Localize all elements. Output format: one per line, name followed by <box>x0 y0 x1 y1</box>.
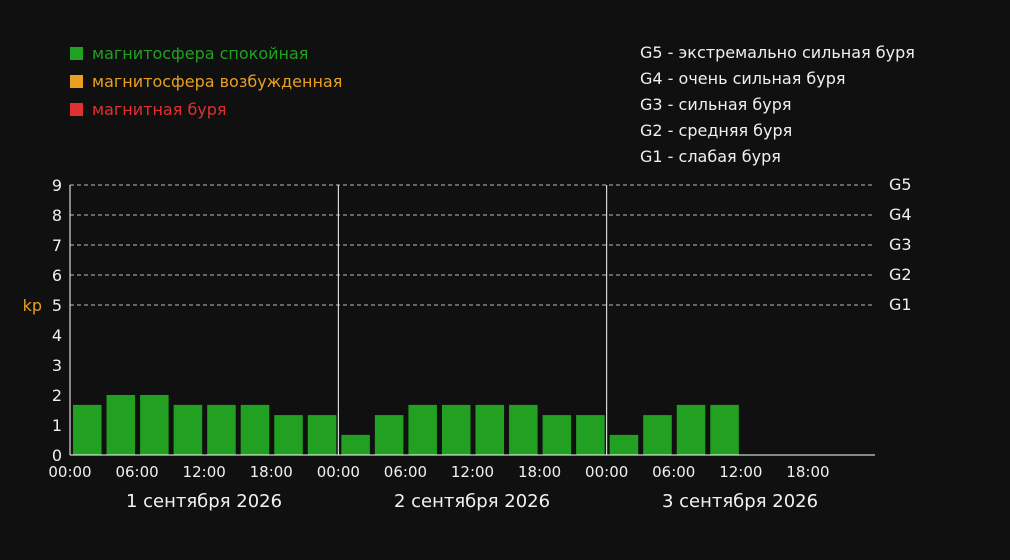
legend-label-excited: магнитосфера возбужденная <box>92 72 343 91</box>
x-tick-label: 12:00 <box>183 463 226 481</box>
kp-bar <box>509 404 538 455</box>
right-tick-g4: G4 <box>889 205 912 224</box>
legend-label-quiet: магнитосфера спокойная <box>92 44 309 63</box>
x-tick-label: 00:00 <box>317 463 360 481</box>
kp-bar <box>207 404 236 455</box>
x-tick-label: 06:00 <box>652 463 695 481</box>
legend-swatch-storm <box>70 103 83 116</box>
storm-level-g4: G4 - очень сильная буря <box>640 69 846 88</box>
kp-bar <box>676 404 706 455</box>
legend-swatch-quiet <box>70 47 83 60</box>
legend-swatch-excited <box>70 75 83 88</box>
kp-bar <box>542 415 572 455</box>
kp-bar <box>341 434 370 455</box>
kp-bar <box>106 395 136 455</box>
x-tick-label: 06:00 <box>384 463 427 481</box>
kp-bar <box>408 404 437 455</box>
x-tick-label: 18:00 <box>786 463 829 481</box>
kp-bar <box>609 434 639 455</box>
kp-bar <box>140 395 169 455</box>
kp-bar <box>576 415 605 455</box>
y-axis-label: kp <box>23 296 42 315</box>
kp-bar <box>274 415 303 455</box>
day-label-3: 3 сентября 2026 <box>661 491 819 512</box>
kp-bar <box>240 404 270 455</box>
legend-label-storm: магнитная буря <box>92 100 227 119</box>
x-tick-label: 18:00 <box>250 463 293 481</box>
right-tick-g2: G2 <box>889 265 912 284</box>
y-tick-4: 4 <box>52 326 62 345</box>
y-tick-7: 7 <box>52 236 62 255</box>
right-tick-g5: G5 <box>889 175 912 194</box>
x-tick-label: 12:00 <box>719 463 762 481</box>
legend-item-storm: магнитная буря <box>70 100 227 119</box>
y-tick-2: 2 <box>52 386 62 405</box>
y-tick-5: 5 <box>52 296 62 315</box>
y-tick-3: 3 <box>52 356 62 375</box>
kp-bar <box>441 404 471 455</box>
kp-bar <box>173 404 203 455</box>
y-tick-9: 9 <box>52 176 62 195</box>
kp-bar <box>307 415 337 455</box>
x-tick-label: 12:00 <box>451 463 494 481</box>
kp-bar <box>710 404 739 455</box>
storm-level-g3: G3 - сильная буря <box>640 95 792 114</box>
kp-bar <box>73 404 102 455</box>
legend-item-quiet: магнитосфера спокойная <box>70 44 308 63</box>
x-tick-label: 18:00 <box>518 463 561 481</box>
x-tick-label: 00:00 <box>585 463 628 481</box>
day-label-1: 1 сентября 2026 <box>125 491 283 512</box>
y-tick-1: 1 <box>52 416 62 435</box>
kp-bar <box>643 415 672 455</box>
y-tick-8: 8 <box>52 206 62 225</box>
x-tick-label: 06:00 <box>115 463 158 481</box>
right-tick-g3: G3 <box>889 235 912 254</box>
x-tick-label: 00:00 <box>48 463 91 481</box>
day-label-2: 2 сентября 2026 <box>393 491 551 512</box>
y-tick-6: 6 <box>52 266 62 285</box>
storm-level-g2: G2 - средняя буря <box>640 121 793 140</box>
right-tick-g1: G1 <box>889 295 912 314</box>
kp-bar <box>374 415 404 455</box>
storm-level-g1: G1 - слабая буря <box>640 147 781 166</box>
y-tick-0: 0 <box>52 446 62 465</box>
kp-bar <box>475 404 505 455</box>
legend-item-excited: магнитосфера возбужденная <box>70 72 342 91</box>
storm-level-g5: G5 - экстремально сильная буря <box>640 43 915 62</box>
